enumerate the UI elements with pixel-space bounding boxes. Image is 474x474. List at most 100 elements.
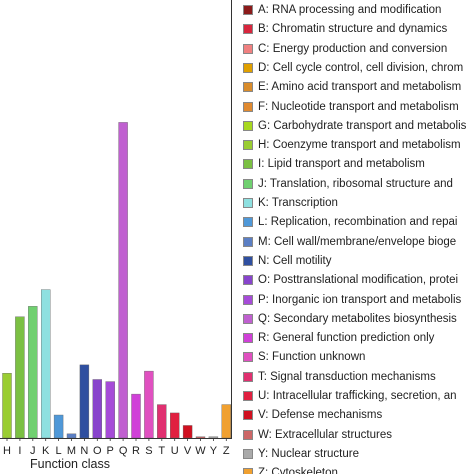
x-tick-label-L: L xyxy=(56,445,62,457)
legend-swatch-A xyxy=(243,5,253,15)
legend-label-C: C: Energy production and conversion xyxy=(258,42,448,55)
bar-J xyxy=(28,306,38,439)
legend-swatch-B xyxy=(243,24,253,35)
bar-N xyxy=(79,364,90,439)
legend-label-L: L: Replication, recombination and repai xyxy=(258,216,458,229)
legend-swatch-U xyxy=(243,391,253,401)
legend-label-Q: Q: Secondary metabolites biosynthesis xyxy=(258,312,457,325)
legend-item-F: F: Nucleotide transport and metabolism xyxy=(241,99,474,115)
legend-swatch-G xyxy=(243,120,253,131)
bar-Y xyxy=(208,436,219,439)
legend-item-Y: Y: Nuclear structure xyxy=(241,446,474,462)
x-tick-label-Z: Z xyxy=(223,445,230,457)
legend-swatch-J xyxy=(243,178,253,189)
x-tick-label-V: V xyxy=(184,445,192,457)
legend-swatch-K xyxy=(243,198,253,208)
legend-label-Z: Z: Cytoskeleton xyxy=(258,467,338,474)
legend: A: RNA processing and modification B: Chr… xyxy=(241,0,474,474)
bar-M xyxy=(66,433,77,439)
x-tick-label-N: N xyxy=(80,445,88,457)
legend-swatch-D xyxy=(243,62,253,73)
legend-item-J: J: Translation, ribosomal structure and xyxy=(241,176,474,192)
legend-label-B: B: Chromatin structure and dynamics xyxy=(258,23,448,36)
legend-label-J: J: Translation, ribosomal structure and xyxy=(258,177,453,190)
legend-swatch-R xyxy=(243,333,253,344)
x-tick-label-J: J xyxy=(30,445,36,457)
legend-swatch-Y xyxy=(243,448,253,459)
legend-swatch-P xyxy=(243,294,253,305)
bar-T xyxy=(157,404,167,439)
legend-label-H: H: Coenzyme transport and metabolism xyxy=(258,139,461,152)
legend-item-A: A: RNA processing and modification xyxy=(241,2,474,18)
bar-K xyxy=(41,289,51,439)
legend-swatch-Z xyxy=(243,468,253,474)
legend-label-Y: Y: Nuclear structure xyxy=(258,447,359,460)
legend-label-R: R: General function prediction only xyxy=(258,332,435,345)
legend-label-U: U: Intracellular trafficking, secretion,… xyxy=(258,390,457,402)
x-tick-label-R: R xyxy=(132,445,140,457)
legend-item-D: D: Cell cycle control, cell division, ch… xyxy=(241,60,474,76)
legend-swatch-H xyxy=(243,140,253,151)
x-tick-label-S: S xyxy=(145,445,152,457)
legend-swatch-L xyxy=(243,217,253,228)
bar-O xyxy=(92,379,103,439)
x-tick-label-W: W xyxy=(195,445,206,457)
legend-label-E: E: Amino acid transport and metabolism xyxy=(258,81,462,94)
legend-label-K: K: Transcription xyxy=(258,197,338,209)
legend-label-S: S: Function unknown xyxy=(258,351,366,364)
legend-item-P: P: Inorganic ion transport and metabolis xyxy=(241,292,474,308)
legend-item-O: O: Posttranslational modification, prote… xyxy=(241,272,474,288)
legend-item-S: S: Function unknown xyxy=(241,349,474,365)
legend-item-K: K: Transcription xyxy=(241,195,474,211)
legend-item-G: G: Carbohydrate transport and metabolis xyxy=(241,118,474,134)
bar-L xyxy=(53,414,64,439)
legend-swatch-W xyxy=(243,429,253,440)
legend-label-D: D: Cell cycle control, cell division, ch… xyxy=(258,61,464,74)
legend-item-R: R: General function prediction only xyxy=(241,330,474,346)
legend-swatch-F xyxy=(243,101,253,112)
legend-swatch-S xyxy=(243,352,253,363)
bar-Q xyxy=(118,122,128,439)
legend-item-E: E: Amino acid transport and metabolism xyxy=(241,79,474,95)
bar-R xyxy=(131,393,141,439)
legend-swatch-E xyxy=(243,82,253,93)
legend-swatch-I xyxy=(243,159,253,170)
x-tick-label-Q: Q xyxy=(119,445,128,457)
legend-swatch-O xyxy=(243,275,253,286)
x-tick-label-T: T xyxy=(158,445,165,457)
bar-V xyxy=(182,425,193,439)
x-tick-label-K: K xyxy=(42,445,50,457)
legend-label-V: V: Defense mechanisms xyxy=(258,409,383,422)
legend-label-M: M: Cell wall/membrane/envelope bioge xyxy=(258,235,457,248)
x-tick-label-Y: Y xyxy=(210,445,218,457)
legend-label-F: F: Nucleotide transport and metabolism xyxy=(258,100,459,113)
legend-item-B: B: Chromatin structure and dynamics xyxy=(241,21,474,37)
legend-swatch-M xyxy=(243,236,253,247)
legend-label-P: P: Inorganic ion transport and metabolis xyxy=(258,293,462,306)
legend-label-G: G: Carbohydrate transport and metabolis xyxy=(258,119,467,132)
legend-item-C: C: Energy production and conversion xyxy=(241,41,474,57)
bar-P xyxy=(105,381,115,439)
legend-item-V: V: Defense mechanisms xyxy=(241,407,474,423)
x-tick-label-U: U xyxy=(171,445,179,457)
x-tick-label-O: O xyxy=(93,445,102,457)
legend-item-N: N: Cell motility xyxy=(241,253,474,269)
legend-label-W: W: Extracellular structures xyxy=(258,428,392,441)
legend-label-N: N: Cell motility xyxy=(258,254,332,267)
legend-item-T: T: Signal transduction mechanisms xyxy=(241,369,474,385)
bar-I xyxy=(15,316,25,439)
legend-item-H: H: Coenzyme transport and metabolism xyxy=(241,137,474,153)
bar-Z xyxy=(221,404,232,439)
legend-swatch-T xyxy=(243,371,253,382)
x-tick-label-M: M xyxy=(67,445,76,457)
bar-H xyxy=(2,373,12,439)
legend-label-T: T: Signal transduction mechanisms xyxy=(258,370,436,383)
x-axis-label: Function class xyxy=(30,457,110,471)
legend-item-I: I: Lipid transport and metabolism xyxy=(241,156,474,172)
x-tick-label-I: I xyxy=(18,445,21,457)
bar-W xyxy=(195,436,206,439)
x-tick-label-H: H xyxy=(3,445,11,457)
legend-swatch-V xyxy=(243,410,253,421)
